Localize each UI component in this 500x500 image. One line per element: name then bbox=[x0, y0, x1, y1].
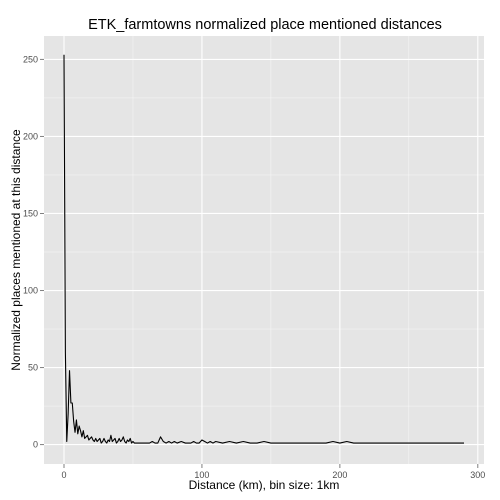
chart-title: ETK_farmtowns normalized place mentioned… bbox=[88, 17, 442, 33]
plot-panel bbox=[44, 36, 484, 464]
y-tick-label: 100 bbox=[23, 286, 38, 296]
y-tick-label: 50 bbox=[28, 363, 38, 373]
y-tick-label: 0 bbox=[33, 440, 38, 450]
y-tick-label: 150 bbox=[23, 208, 38, 218]
y-tick-label: 200 bbox=[23, 131, 38, 141]
y-tick-label: 250 bbox=[23, 54, 38, 64]
x-tick-label: 300 bbox=[470, 470, 485, 480]
y-axis-ticks: 0 50 100 150 200 250 bbox=[23, 54, 44, 449]
y-axis-title: Normalized places mentioned at this dist… bbox=[9, 129, 23, 371]
x-tick-label: 0 bbox=[61, 470, 66, 480]
x-axis-title: Distance (km), bin size: 1km bbox=[189, 478, 340, 492]
